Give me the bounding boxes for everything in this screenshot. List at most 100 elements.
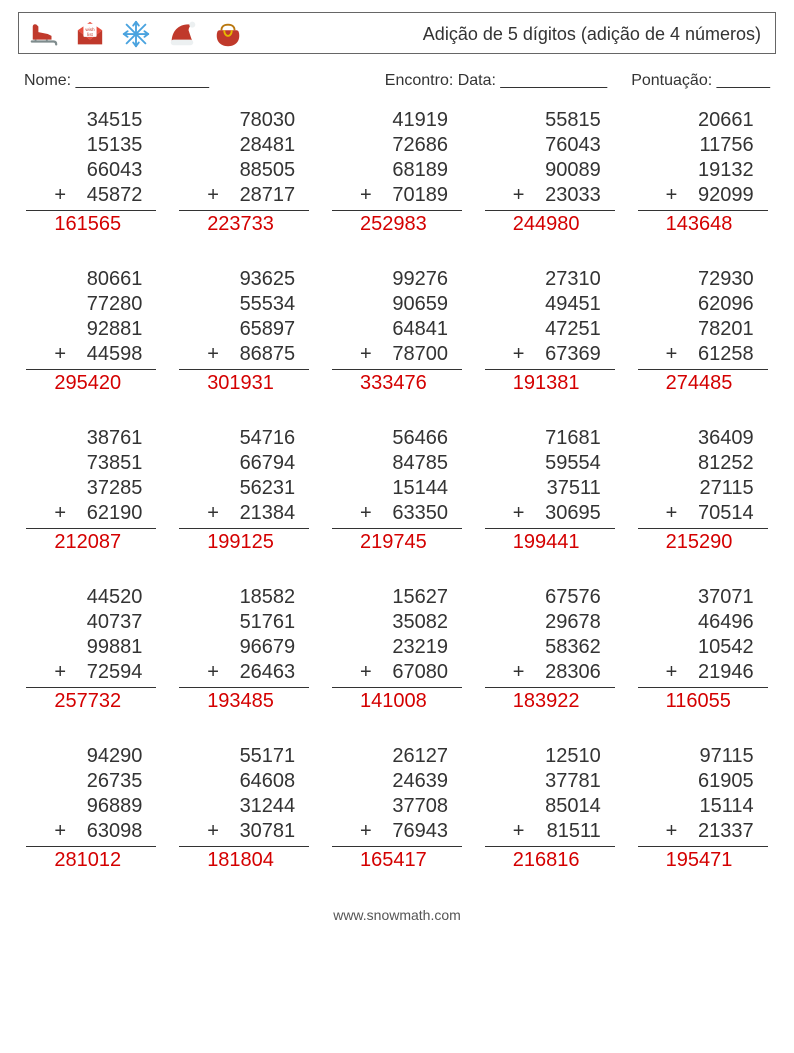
addend: 90659 (332, 292, 462, 317)
addend: 21337 (677, 819, 753, 844)
plus-sign: + (360, 183, 372, 208)
addend: 64608 (179, 769, 309, 794)
addition-problem: 558157604390089+23033244980 (485, 108, 615, 237)
addition-problem: 345151513566043+45872161565 (26, 108, 156, 237)
addition-problem: 273104945147251+67369191381 (485, 267, 615, 396)
wish-list-envelope-icon: wishlist (75, 19, 105, 49)
addend: 23033 (524, 183, 600, 208)
plus-sign: + (207, 342, 219, 367)
last-addend-row: +63098 (26, 819, 156, 847)
addend: 21384 (219, 501, 295, 526)
addition-problem: 942902673596889+63098281012 (26, 744, 156, 873)
plus-sign: + (666, 819, 678, 844)
last-addend-row: +78700 (332, 342, 462, 370)
addend: 96679 (179, 635, 309, 660)
addend: 15627 (332, 585, 462, 610)
addend: 15144 (332, 476, 462, 501)
addend: 99276 (332, 267, 462, 292)
last-addend-row: +86875 (179, 342, 309, 370)
plus-sign: + (360, 342, 372, 367)
addend: 40737 (26, 610, 156, 635)
addend: 29678 (485, 610, 615, 635)
addend: 97115 (638, 744, 768, 769)
addition-problem: 780302848188505+28717223733 (179, 108, 309, 237)
addend: 92099 (677, 183, 753, 208)
footer-link: www.snowmath.com (18, 907, 776, 933)
addend: 64841 (332, 317, 462, 342)
addend: 15135 (26, 133, 156, 158)
plus-sign: + (54, 819, 66, 844)
last-addend-row: +23033 (485, 183, 615, 211)
gift-bag-icon (213, 19, 243, 49)
addend: 93625 (179, 267, 309, 292)
problems-grid: 345151513566043+458721615657803028481885… (18, 108, 776, 873)
addend: 56466 (332, 426, 462, 451)
addend: 63350 (372, 501, 448, 526)
addend: 56231 (179, 476, 309, 501)
plus-sign: + (360, 819, 372, 844)
addend: 46496 (638, 610, 768, 635)
answer: 116055 (638, 688, 768, 714)
addend: 30695 (524, 501, 600, 526)
name-field-label: Nome: _______________ (24, 72, 209, 90)
last-addend-row: +76943 (332, 819, 462, 847)
addend: 38761 (26, 426, 156, 451)
addend: 62190 (66, 501, 142, 526)
addend: 77280 (26, 292, 156, 317)
addend: 67080 (372, 660, 448, 685)
answer: 199441 (485, 529, 615, 555)
addend: 96889 (26, 794, 156, 819)
addition-problem: 445204073799881+72594257732 (26, 585, 156, 714)
plus-sign: + (666, 183, 678, 208)
addend: 65897 (179, 317, 309, 342)
addend: 21946 (677, 660, 753, 685)
addend: 51761 (179, 610, 309, 635)
plus-sign: + (54, 183, 66, 208)
addend: 26127 (332, 744, 462, 769)
addend: 90089 (485, 158, 615, 183)
addend: 78700 (372, 342, 448, 367)
addend: 24639 (332, 769, 462, 794)
addend: 45872 (66, 183, 142, 208)
last-addend-row: +21946 (638, 660, 768, 688)
addend: 12510 (485, 744, 615, 769)
last-addend-row: +21384 (179, 501, 309, 529)
addend: 19132 (638, 158, 768, 183)
answer: 193485 (179, 688, 309, 714)
addend: 73851 (26, 451, 156, 476)
addend: 63098 (66, 819, 142, 844)
plus-sign: + (513, 183, 525, 208)
last-addend-row: +72594 (26, 660, 156, 688)
addend: 28306 (524, 660, 600, 685)
last-addend-row: +61258 (638, 342, 768, 370)
addend: 61258 (677, 342, 753, 367)
addend: 92881 (26, 317, 156, 342)
date-field-label: Encontro: Data: ____________ (385, 72, 607, 90)
addend: 31244 (179, 794, 309, 819)
last-addend-row: +62190 (26, 501, 156, 529)
addend: 47251 (485, 317, 615, 342)
answer: 216816 (485, 847, 615, 873)
svg-text:list: list (87, 32, 93, 37)
last-addend-row: +30781 (179, 819, 309, 847)
addend: 81511 (524, 819, 600, 844)
addend: 37285 (26, 476, 156, 501)
plus-sign: + (666, 342, 678, 367)
addend: 67576 (485, 585, 615, 610)
answer: 274485 (638, 370, 768, 396)
addend: 55171 (179, 744, 309, 769)
last-addend-row: +28306 (485, 660, 615, 688)
addition-problem: 806617728092881+44598295420 (26, 267, 156, 396)
plus-sign: + (207, 183, 219, 208)
addition-problem: 971156190515114+21337195471 (638, 744, 768, 873)
addend: 88505 (179, 158, 309, 183)
addend: 55534 (179, 292, 309, 317)
addition-problem: 370714649610542+21946116055 (638, 585, 768, 714)
addend: 59554 (485, 451, 615, 476)
addition-problem: 387617385137285+62190212087 (26, 426, 156, 555)
addend: 76043 (485, 133, 615, 158)
addend: 49451 (485, 292, 615, 317)
answer: 215290 (638, 529, 768, 555)
addend: 37071 (638, 585, 768, 610)
addend: 70514 (677, 501, 753, 526)
